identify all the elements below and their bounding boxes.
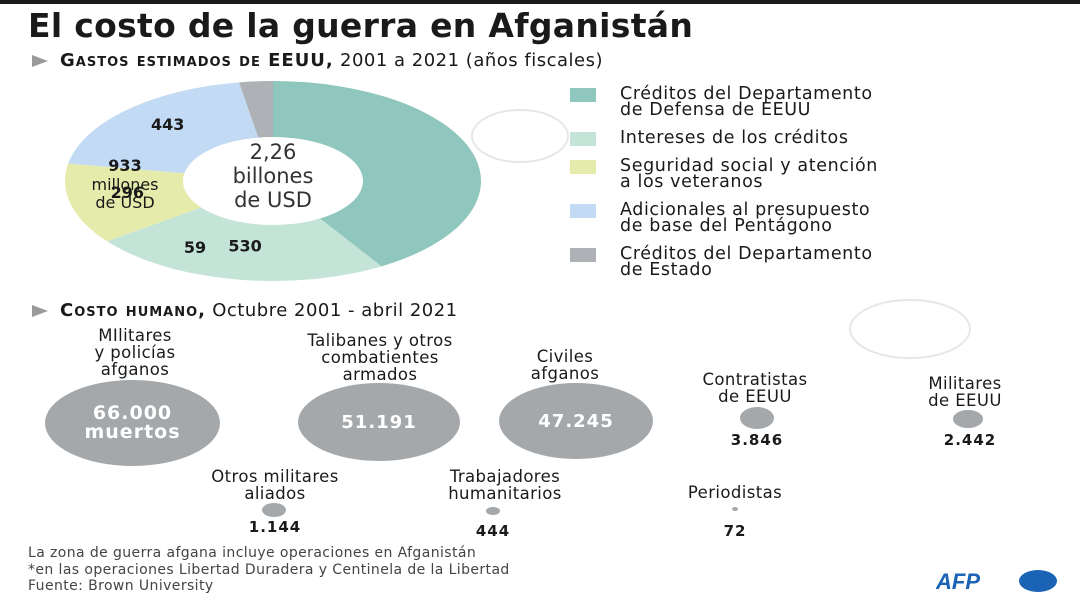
section-human-bold: Costo humano,	[60, 300, 207, 321]
section-arrow-icon	[32, 305, 48, 317]
legend-text: de Defensa de EEUU	[620, 100, 812, 120]
label-line: Civiles	[536, 347, 594, 366]
label-line: Periodistas	[687, 483, 783, 502]
donut-slice-3	[68, 82, 259, 174]
label-line: y policías	[94, 343, 176, 362]
legend-swatch-state	[570, 248, 596, 262]
human-label-aid-workers: Trabajadores humanitarios	[410, 468, 600, 502]
section-human-rest: Octubre 2001 - abril 2021	[206, 300, 458, 321]
circle-afghan-military: 66.000 muertos	[45, 380, 220, 466]
legend-text: Créditos del Departamento	[620, 244, 873, 264]
value-contractors: 3.846	[730, 431, 784, 449]
label-line: Talibanes y otros	[307, 331, 453, 350]
human-label-us-military: Militares de EEUU	[910, 375, 1020, 409]
section-spend-rest: 2001 a 2021 (años fiscales)	[333, 50, 603, 71]
human-label-taliban: Talibanes y otros combatientes armados	[265, 332, 495, 383]
section-spend-heading: Gastos estimados de EEUU, 2001 a 2021 (a…	[32, 50, 603, 71]
legend-item-interest: Intereses de los créditos	[570, 128, 878, 148]
label-line: Militares	[928, 374, 1002, 393]
label-line: combatientes	[321, 348, 439, 367]
footnote-1: La zona de guerra afgana incluye operaci…	[28, 545, 477, 561]
label-line: Trabajadores	[449, 467, 561, 486]
donut-slice-0	[273, 81, 482, 267]
label-line: de EEUU	[928, 391, 1002, 410]
label-line: Otros militares	[211, 467, 339, 486]
slice-label-3: 443	[151, 115, 184, 134]
legend-swatch-veterans	[570, 160, 596, 174]
legend-text: Adicionales al presupuesto	[620, 200, 871, 220]
watermark-logo-2	[849, 299, 971, 359]
afp-logo: AFP	[936, 569, 1057, 593]
label-line: armados	[342, 365, 418, 384]
section-arrow-icon	[32, 55, 48, 67]
label-line: humanitarios	[448, 484, 562, 503]
afp-logo-text: AFP	[936, 569, 980, 593]
legend-text: de base del Pentágono	[620, 216, 833, 236]
value-journalists: 72	[723, 522, 747, 540]
value-text: 51.191	[341, 411, 417, 433]
human-label-journalists: Periodistas	[665, 484, 805, 501]
value-subtext: muertos	[84, 421, 181, 443]
label-line: Contratistas	[702, 370, 808, 389]
circle-allied-military	[262, 503, 286, 517]
slice-label-0: 933	[108, 156, 141, 175]
legend-item-veterans: Seguridad social y atención a los vetera…	[570, 156, 878, 192]
slice-label-4: 59	[184, 238, 206, 257]
slice-sublabel-0: de USD	[95, 193, 154, 212]
human-label-contractors: Contratistas de EEUU	[685, 371, 825, 405]
circle-journalists	[732, 507, 738, 511]
slice-label-1: 530	[228, 237, 261, 256]
top-rule	[0, 0, 1080, 4]
value-text: 47.245	[538, 410, 614, 432]
legend-text: Seguridad social y atención	[620, 156, 878, 176]
circle-aid-workers	[486, 507, 500, 515]
value-text: 66.000	[92, 402, 173, 424]
legend-swatch-pentagon	[570, 204, 596, 218]
donut-slice-2	[64, 163, 202, 242]
legend-swatch-interest	[570, 132, 596, 146]
human-label-allied-military: Otros militares aliados	[170, 468, 380, 502]
footnote-source: Fuente: Brown University	[28, 578, 214, 594]
label-line: MIlitares	[98, 326, 172, 345]
legend-item-defense: Créditos del Departamento de Defensa de …	[570, 84, 878, 120]
human-label-afghan-military: MIlitares y policías afganos	[60, 327, 210, 378]
chart-title: El costo de la guerra en Afganistán	[28, 6, 694, 45]
label-line: aliados	[244, 484, 306, 503]
legend-text: a los veteranos	[620, 172, 764, 192]
circle-civilians: 47.245	[499, 383, 653, 459]
label-line: afganos	[100, 360, 170, 379]
watermark-logo	[471, 109, 569, 163]
circle-taliban: 51.191	[298, 383, 460, 461]
label-line: de EEUU	[718, 387, 792, 406]
legend-item-state: Créditos del Departamento de Estado	[570, 244, 878, 280]
section-human-heading: Costo humano, Octubre 2001 - abril 2021	[32, 300, 458, 321]
donut-slice-1	[107, 207, 382, 281]
label-line: afganos	[530, 364, 600, 383]
footnote-2: *en las operaciones Libertad Duradera y …	[28, 562, 510, 578]
legend: Créditos del Departamento de Defensa de …	[570, 84, 878, 290]
legend-item-pentagon: Adicionales al presupuesto de base del P…	[570, 200, 878, 236]
donut-center-label: 2,26	[250, 140, 297, 164]
legend-swatch-defense	[570, 88, 596, 102]
donut-slice-4	[239, 81, 273, 138]
legend-text: Intereses de los créditos	[620, 128, 849, 148]
value-allied-military: 1.144	[248, 518, 302, 536]
human-label-civilians: Civiles afganos	[510, 348, 620, 382]
legend-text: de Estado	[620, 260, 713, 280]
circle-contractors	[740, 407, 774, 429]
value-us-military: 2.442	[943, 431, 997, 449]
donut-center-label: billones	[233, 164, 314, 188]
slice-label-2: 296	[111, 183, 144, 202]
section-spend-bold: Gastos estimados de EEUU,	[60, 50, 334, 71]
circle-us-military	[953, 410, 983, 428]
legend-text: Créditos del Departamento	[620, 84, 873, 104]
slice-sublabel-0: millones	[91, 175, 158, 194]
donut-center-label: de USD	[234, 188, 312, 212]
value-aid-workers: 444	[475, 522, 511, 540]
